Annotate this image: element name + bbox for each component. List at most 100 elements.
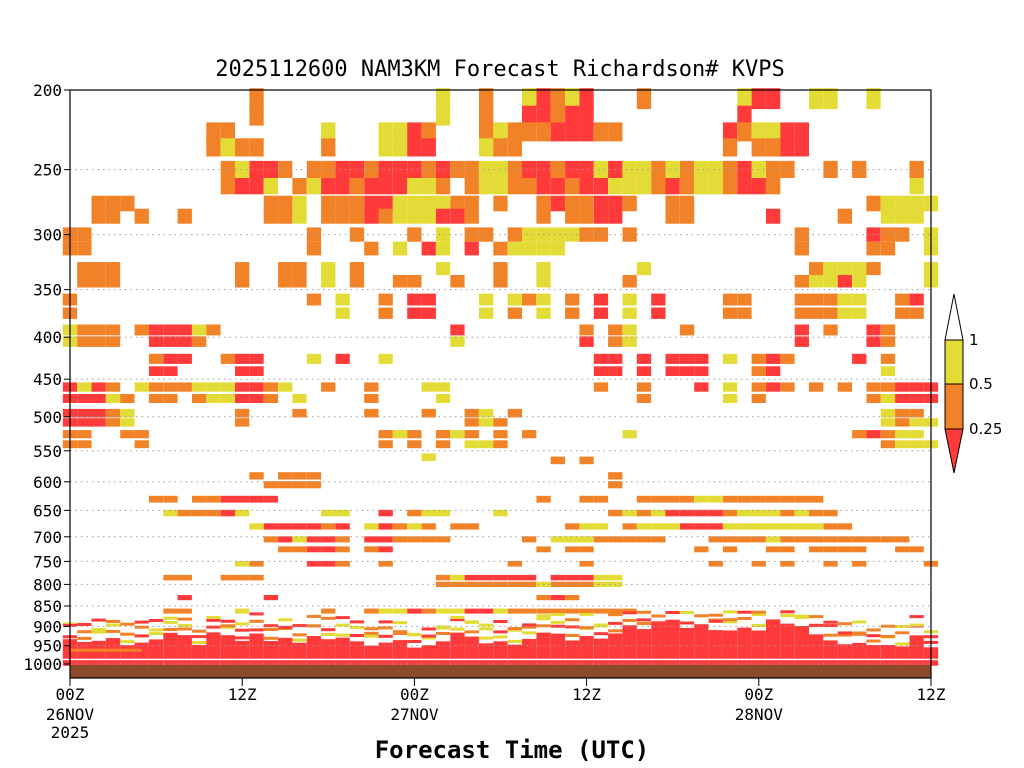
ri-gap (421, 658, 436, 661)
ri-cell (636, 394, 652, 403)
ri-cell (780, 523, 795, 530)
ri-cell (737, 178, 752, 195)
ri-cell (177, 617, 192, 621)
ri-cell (407, 647, 422, 666)
ri-cell (880, 430, 896, 439)
ri-cell (321, 639, 336, 666)
ri-cell (636, 160, 652, 178)
x-tick-label: 00Z (400, 685, 429, 704)
ri-cell (823, 324, 838, 336)
ri-cell (493, 641, 508, 666)
ri-cell (608, 633, 623, 666)
ri-cell (608, 621, 623, 625)
ri-cell (794, 324, 809, 336)
ri-cell (866, 195, 881, 212)
ri-cell (565, 227, 580, 242)
ri-cell (909, 408, 924, 418)
ri-cell (493, 418, 508, 427)
ri-cell (235, 160, 250, 178)
ri-cell (335, 637, 350, 666)
ri-gap (206, 658, 221, 661)
ri-gap (148, 658, 164, 661)
ri-cell (679, 366, 695, 376)
ri-cell (105, 208, 121, 224)
ri-cell (780, 610, 795, 614)
ri-cell (91, 195, 106, 212)
ri-cell (364, 208, 379, 224)
ri-cell (306, 560, 322, 567)
ri-cell (751, 178, 766, 195)
ri-cell (593, 536, 609, 543)
ri-cell (407, 509, 422, 517)
ri-cell (737, 293, 752, 306)
ri-cell (335, 195, 350, 212)
ri-cell (895, 631, 910, 635)
ri-cell (91, 628, 106, 631)
ri-cell (665, 611, 680, 614)
ri-cell (622, 509, 637, 517)
ri-cell (321, 523, 336, 530)
ri-cell (780, 353, 795, 364)
ri-cell (708, 178, 723, 195)
ri-cell (766, 88, 781, 110)
ri-cell (909, 623, 924, 627)
ri-cell (435, 105, 451, 126)
ri-cell (105, 324, 121, 336)
y-tick-label: 300 (33, 226, 62, 245)
ri-cell (837, 644, 852, 666)
ri-cell (450, 324, 465, 336)
ri-cell (163, 366, 178, 376)
ri-cell (421, 241, 436, 256)
ri-cell (479, 440, 494, 449)
ri-cell (751, 610, 766, 614)
ri-gap (809, 658, 824, 661)
ri-cell (722, 122, 738, 142)
ri-cell (220, 574, 235, 581)
ri-cell (536, 307, 551, 319)
ri-cell (579, 208, 594, 224)
ri-cell (206, 138, 221, 157)
y-tick-label: 650 (33, 501, 62, 520)
ri-cell (464, 620, 479, 624)
ri-cell (421, 307, 436, 319)
ri-gap (192, 658, 207, 661)
ri-cell (435, 195, 451, 212)
ri-cell (292, 408, 307, 418)
ri-cell (335, 633, 350, 637)
ri-cell (694, 624, 709, 666)
colorbar: 1 0.5 0.25 (944, 293, 1002, 474)
ri-cell (837, 523, 852, 530)
ri-cell (364, 394, 379, 403)
ri-cell (507, 122, 522, 142)
ri-cell (522, 122, 537, 142)
ri-cell (421, 408, 436, 418)
ri-cell (593, 632, 609, 636)
ri-cell (737, 122, 752, 142)
ri-cell (694, 366, 709, 376)
ri-cell (105, 638, 121, 666)
plot-frame (69, 89, 932, 679)
ri-gap (163, 658, 178, 661)
ri-cell (608, 613, 623, 617)
ri-cell (751, 624, 766, 627)
ri-cell (550, 227, 565, 242)
ri-cell (493, 138, 508, 157)
ri-cell (665, 495, 680, 503)
y-tick-label: 500 (33, 408, 62, 427)
ri-cell (536, 178, 551, 195)
y-tick-label: 800 (33, 575, 62, 594)
ri-cell (593, 353, 609, 364)
ri-cell (866, 628, 881, 632)
ri-cell (579, 105, 594, 126)
ri-cell (464, 208, 479, 224)
ri-cell (766, 546, 781, 553)
ri-cell (120, 640, 135, 644)
ri-cell (636, 523, 652, 530)
ri-cell (306, 624, 322, 628)
ri-cell (263, 208, 278, 224)
ri-cell (909, 546, 924, 553)
ri-cell (392, 630, 408, 634)
ri-cell (479, 88, 494, 110)
ri-cell (220, 122, 235, 142)
ri-cell (105, 418, 121, 427)
